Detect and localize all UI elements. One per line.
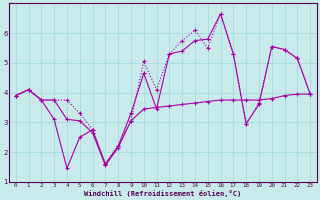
X-axis label: Windchill (Refroidissement éolien,°C): Windchill (Refroidissement éolien,°C) <box>84 190 242 197</box>
